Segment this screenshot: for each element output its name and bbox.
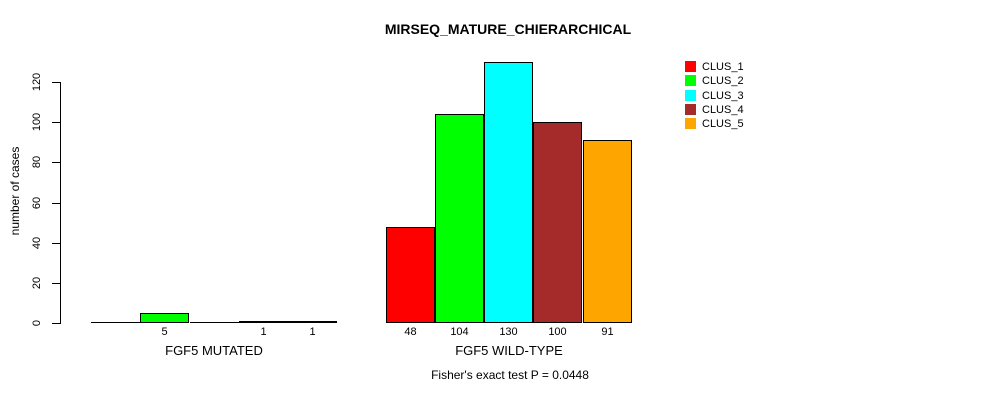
y-tick-mark — [52, 162, 60, 163]
bar-value-label: 5 — [161, 326, 168, 338]
legend-swatch-clus-5 — [685, 118, 696, 129]
legend-label-clus-1: CLUS_1 — [702, 61, 744, 73]
chart-title: MIRSEQ_MATURE_CHIERARCHICAL — [384, 21, 632, 37]
bar-value-label: 48 — [404, 326, 417, 338]
y-tick-label: 80 — [31, 155, 43, 169]
bar-value-label: 1 — [260, 326, 267, 338]
x-group-label-fgf5-mutated: FGF5 MUTATED — [165, 343, 263, 358]
bar-fgf5-wild-type-clus-4 — [533, 122, 582, 323]
y-tick-mark — [52, 283, 60, 284]
bar-value-label: 104 — [450, 326, 469, 338]
y-tick-label: 0 — [31, 319, 43, 327]
y-tick-mark — [52, 323, 60, 324]
x-group-label-fgf5-wild-type: FGF5 WILD-TYPE — [455, 343, 563, 358]
y-tick-mark — [52, 82, 60, 83]
bar-fgf5-wild-type-clus-1 — [386, 227, 435, 323]
y-tick-label: 100 — [31, 112, 43, 132]
legend-label-clus-4: CLUS_4 — [702, 104, 744, 116]
bar-value-label: 1 — [309, 326, 316, 338]
y-tick-mark — [52, 243, 60, 244]
y-tick-label: 60 — [31, 196, 43, 210]
bar-value-label: 130 — [499, 326, 518, 338]
legend-swatch-clus-3 — [685, 90, 696, 101]
legend-swatch-clus-4 — [685, 104, 696, 115]
y-axis-title: number of cases — [8, 146, 22, 236]
bar-fgf5-wild-type-clus-3 — [484, 62, 533, 323]
y-tick-label: 40 — [31, 236, 43, 250]
bar-value-label: 91 — [601, 326, 614, 338]
y-axis-line — [60, 82, 61, 324]
bar-fgf5-mutated-clus-2 — [140, 313, 189, 323]
bar-fgf5-mutated-clus-5 — [288, 321, 337, 323]
y-tick-mark — [52, 122, 60, 123]
bar-fgf5-mutated-clus-1 — [91, 322, 140, 323]
bar-value-label: 100 — [548, 326, 567, 338]
footer-caption: Fisher's exact test P = 0.0448 — [431, 368, 589, 382]
bar-fgf5-wild-type-clus-5 — [583, 140, 632, 323]
y-tick-label: 120 — [31, 72, 43, 92]
bar-fgf5-mutated-clus-3 — [190, 322, 239, 323]
y-tick-mark — [52, 203, 60, 204]
legend-label-clus-3: CLUS_3 — [702, 90, 744, 102]
legend-swatch-clus-2 — [685, 75, 696, 86]
legend-swatch-clus-1 — [685, 61, 696, 72]
bar-fgf5-wild-type-clus-2 — [435, 114, 484, 323]
bar-fgf5-mutated-clus-4 — [239, 321, 288, 323]
y-tick-label: 20 — [31, 276, 43, 290]
legend-label-clus-5: CLUS_5 — [702, 118, 744, 130]
legend-label-clus-2: CLUS_2 — [702, 75, 744, 87]
